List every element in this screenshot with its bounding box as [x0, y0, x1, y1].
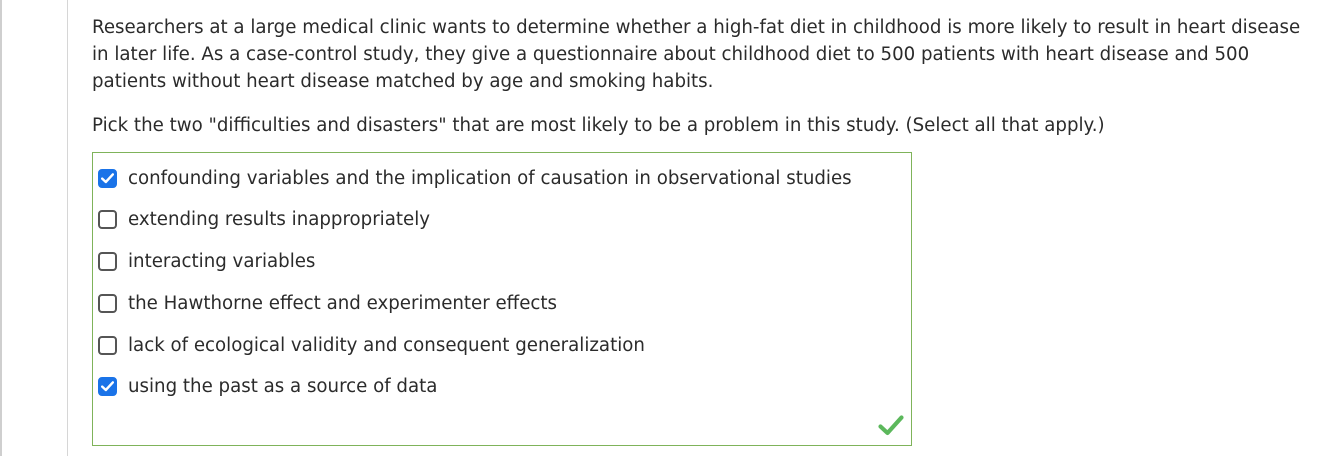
option-label: interacting variables [128, 250, 316, 272]
answer-options-box: confounding variables and the implicatio… [92, 152, 912, 446]
option-ecological-validity[interactable]: lack of ecological validity and conseque… [98, 331, 645, 359]
checkbox[interactable] [98, 209, 117, 229]
question-content: Researchers at a large medical clinic wa… [92, 14, 1322, 139]
option-label: lack of ecological validity and conseque… [128, 334, 645, 356]
checkmark-icon [101, 380, 114, 391]
option-past-as-data-source[interactable]: using the past as a source of data [98, 372, 437, 400]
option-confounding-variables[interactable]: confounding variables and the implicatio… [98, 164, 852, 192]
option-label: confounding variables and the implicatio… [128, 167, 852, 189]
option-extending-results[interactable]: extending results inappropriately [98, 205, 430, 233]
checkbox[interactable] [98, 376, 117, 396]
correct-checkmark-icon [878, 415, 904, 436]
checkmark-icon [101, 172, 114, 183]
option-hawthorne-effect[interactable]: the Hawthorne effect and experimenter ef… [98, 289, 557, 317]
left-gutter [0, 0, 68, 456]
option-label: the Hawthorne effect and experimenter ef… [128, 292, 558, 314]
checkbox[interactable] [98, 168, 117, 188]
checkbox[interactable] [98, 251, 117, 271]
option-label: extending results inappropriately [128, 208, 431, 230]
question-text: Researchers at a large medical clinic wa… [92, 17, 1301, 92]
left-edge-divider [0, 0, 2, 456]
instruction-text: Pick the two "difficulties and disasters… [92, 115, 1105, 136]
option-interacting-variables[interactable]: interacting variables [98, 247, 315, 275]
checkbox[interactable] [98, 293, 117, 313]
checkbox[interactable] [98, 335, 117, 355]
option-label: using the past as a source of data [128, 375, 438, 397]
